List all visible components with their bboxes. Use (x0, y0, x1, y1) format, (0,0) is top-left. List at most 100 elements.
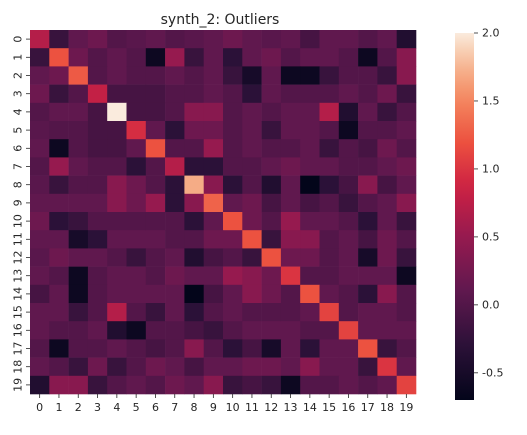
heatmap-cell (165, 193, 185, 213)
heatmap-cell (223, 193, 243, 213)
heatmap-cell (165, 284, 185, 304)
heatmap-cell (126, 48, 147, 67)
heatmap-cell (223, 157, 243, 176)
heatmap-cell (261, 157, 282, 176)
heatmap-cell (87, 212, 108, 231)
heatmap-cell (338, 339, 359, 358)
x-tick-label: 1 (55, 401, 62, 414)
heatmap-cell (165, 30, 185, 49)
heatmap-cell (184, 48, 204, 67)
heatmap-cell (377, 266, 397, 286)
heatmap-cell (261, 266, 282, 286)
heatmap-cell (68, 266, 89, 286)
heatmap-cell (203, 84, 224, 104)
heatmap-cell (358, 157, 378, 176)
heatmap-cell (165, 157, 185, 176)
heatmap-cell (126, 102, 147, 122)
heatmap-cell (87, 339, 108, 358)
heatmap-cell (107, 30, 127, 49)
heatmap-cell (338, 284, 359, 304)
heatmap-cell (242, 230, 262, 249)
heatmap-cell (107, 157, 127, 176)
heatmap-cell (377, 48, 397, 67)
heatmap-cell (145, 230, 166, 249)
heatmap-cell (377, 357, 397, 377)
heatmap-cell (203, 284, 224, 304)
heatmap-cell (145, 339, 166, 358)
heatmap-cell (87, 102, 108, 122)
heatmap-cell (68, 248, 89, 267)
heatmap-cell (49, 339, 69, 358)
y-tick-label: 14 (12, 287, 25, 301)
heatmap-cell (300, 102, 320, 122)
y-tick-label: 2 (12, 72, 25, 79)
heatmap-cell (30, 375, 50, 395)
heatmap-cell (242, 357, 262, 377)
heatmap-cell (126, 230, 147, 249)
x-tick-label: 17 (361, 401, 375, 414)
heatmap-cell (184, 193, 204, 213)
heatmap-cell (300, 303, 320, 322)
heatmap-cell (145, 139, 166, 158)
y-tick-label: 0 (12, 36, 25, 43)
heatmap-cell (68, 303, 89, 322)
heatmap-cell (68, 139, 89, 158)
heatmap-cell (126, 321, 147, 340)
heatmap-cell (338, 303, 359, 322)
heatmap-cell (242, 248, 262, 267)
y-tick-label: 6 (12, 145, 25, 152)
x-tick-label: 8 (191, 401, 198, 414)
heatmap-cell (319, 30, 340, 49)
y-tick-label: 9 (12, 199, 25, 206)
heatmap-cell (377, 375, 397, 395)
heatmap-cell (396, 121, 417, 140)
heatmap-cell (30, 175, 50, 195)
heatmap-cell (107, 212, 127, 231)
heatmap-cell (30, 30, 50, 49)
heatmap-cell (261, 175, 282, 195)
heatmap-cell (184, 212, 204, 231)
heatmap-cell (165, 139, 185, 158)
heatmap-cell (145, 48, 166, 67)
heatmap-cell (203, 66, 224, 85)
heatmap-cell (280, 212, 301, 231)
heatmap-cell (261, 375, 282, 395)
heatmap-cell (280, 193, 301, 213)
colorbar (455, 33, 474, 400)
heatmap-cell (30, 212, 50, 231)
y-tick-label: 11 (12, 232, 25, 246)
heatmap-cell (49, 357, 69, 377)
heatmap-cell (165, 66, 185, 85)
heatmap-cell (338, 66, 359, 85)
heatmap-cell (261, 66, 282, 85)
heatmap-cell (49, 102, 69, 122)
heatmap-cell (396, 193, 417, 213)
x-tick-label: 6 (152, 401, 159, 414)
heatmap-cell (300, 230, 320, 249)
heatmap-cell (68, 375, 89, 395)
heatmap-cell (126, 284, 147, 304)
heatmap-cell (358, 339, 378, 358)
heatmap-cell (358, 30, 378, 49)
heatmap-cell (223, 248, 243, 267)
heatmap-cell (30, 339, 50, 358)
heatmap-cell (107, 66, 127, 85)
heatmap-cell (242, 339, 262, 358)
heatmap-cell (165, 357, 185, 377)
heatmap-cell (358, 375, 378, 395)
heatmap-cell (107, 284, 127, 304)
heatmap-cell (184, 266, 204, 286)
heatmap-cell (338, 212, 359, 231)
heatmap-cell (107, 266, 127, 286)
heatmap-cell (107, 357, 127, 377)
x-tick-label: 9 (210, 401, 217, 414)
heatmap-cell (261, 212, 282, 231)
heatmap-cell (358, 230, 378, 249)
heatmap-cell (300, 84, 320, 104)
heatmap-cell (145, 121, 166, 140)
heatmap-cell (87, 30, 108, 49)
heatmap-cell (68, 30, 89, 49)
heatmap-cell (68, 48, 89, 67)
heatmap-cell (280, 139, 301, 158)
heatmap-cell (87, 375, 108, 395)
